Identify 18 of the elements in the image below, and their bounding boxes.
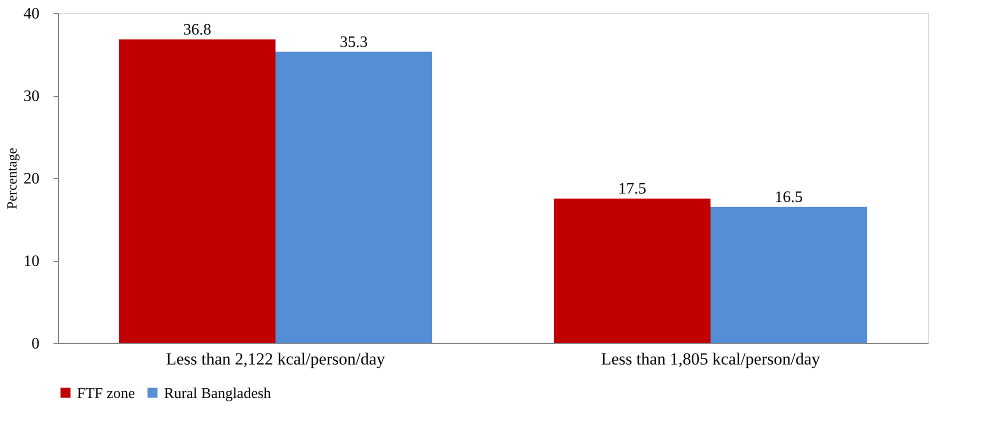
y-axis-title: Percentage bbox=[6, 148, 20, 210]
data-label: 36.8 bbox=[183, 21, 212, 38]
bar bbox=[554, 198, 710, 343]
y-tick-label: 10 bbox=[24, 253, 40, 270]
y-tick-label: 30 bbox=[24, 88, 40, 105]
data-label: 35.3 bbox=[340, 34, 368, 51]
legend-label: Rural Bangladesh bbox=[164, 386, 272, 402]
data-label: 16.5 bbox=[774, 188, 803, 206]
y-tick-label: 40 bbox=[24, 6, 40, 22]
y-tick-label: 20 bbox=[24, 170, 40, 188]
y-tick-label: 0 bbox=[32, 336, 40, 352]
bar bbox=[276, 52, 432, 343]
data-label: 17.5 bbox=[618, 180, 646, 198]
bar bbox=[710, 206, 868, 343]
bar bbox=[118, 39, 276, 343]
legend-label: FTF zone bbox=[77, 386, 136, 402]
x-tick-label: Less than 2,122 kcal/person/day bbox=[166, 350, 386, 368]
x-tick-label: Less than 1,805 kcal/person/day bbox=[600, 350, 821, 368]
